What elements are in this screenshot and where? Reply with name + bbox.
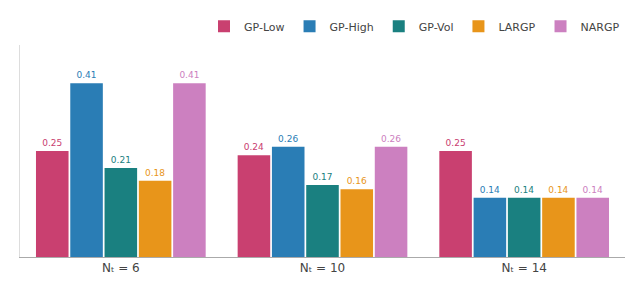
svg-text:0.25: 0.25 <box>42 138 62 148</box>
svg-text:0.14: 0.14 <box>548 185 568 195</box>
svg-text:LARGP: LARGP <box>498 21 535 34</box>
svg-text:0.24: 0.24 <box>244 142 264 152</box>
svg-text:0.41: 0.41 <box>179 70 199 80</box>
svg-text:Nₜ = 6: Nₜ = 6 <box>102 261 140 275</box>
svg-text:0.18: 0.18 <box>145 168 165 178</box>
svg-text:0.25: 0.25 <box>446 138 466 148</box>
svg-text:GP-Vol: GP-Vol <box>419 21 454 34</box>
svg-text:0.26: 0.26 <box>278 134 298 144</box>
svg-text:0.16: 0.16 <box>347 176 367 186</box>
svg-text:GP-Low: GP-Low <box>244 21 285 34</box>
svg-text:0.41: 0.41 <box>77 70 97 80</box>
svg-text:0.17: 0.17 <box>312 172 332 182</box>
svg-text:GP-High: GP-High <box>330 21 374 34</box>
svg-text:NARGP: NARGP <box>581 21 620 34</box>
svg-text:0.14: 0.14 <box>480 185 500 195</box>
svg-text:0.14: 0.14 <box>583 185 603 195</box>
svg-text:0.21: 0.21 <box>111 155 131 165</box>
svg-text:0.14: 0.14 <box>514 185 534 195</box>
svg-text:Nₜ = 14: Nₜ = 14 <box>501 261 546 275</box>
svg-text:0.26: 0.26 <box>381 134 401 144</box>
svg-text:Nₜ = 10: Nₜ = 10 <box>300 261 345 275</box>
